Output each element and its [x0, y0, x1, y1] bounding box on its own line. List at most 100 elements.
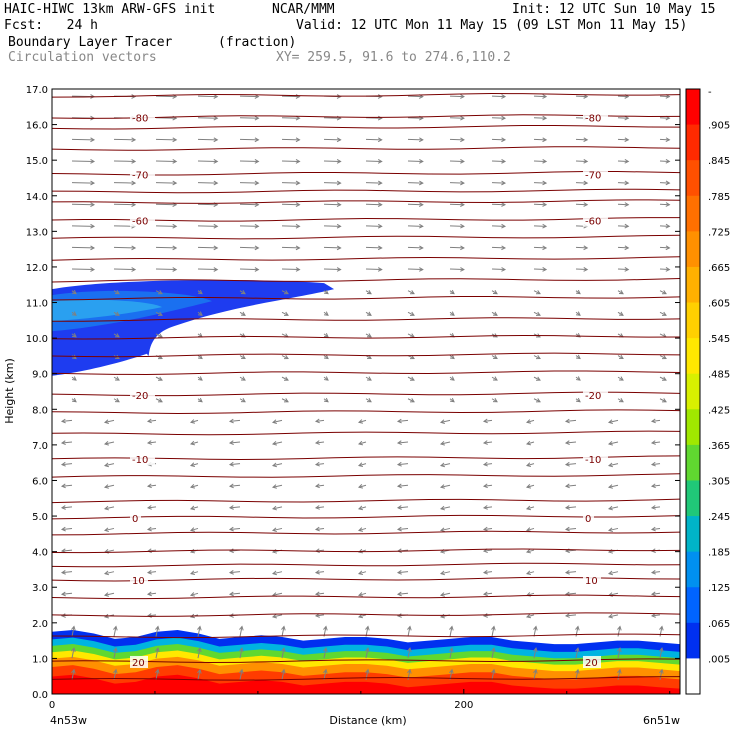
circulation-vector — [608, 484, 619, 488]
circulation-vector — [104, 571, 115, 575]
circulation-vector-head — [624, 137, 630, 143]
colorbar: - .905 .845 .785 .725 .665 .605 .545 .485 .425 .36… — [685, 87, 730, 695]
colorbar-swatch — [686, 480, 700, 517]
colorbar-label: .905 — [708, 121, 730, 132]
circulation-vector-head — [71, 311, 77, 316]
circulation-vector — [449, 626, 453, 637]
circulation-vector — [533, 626, 537, 637]
circulation-vector — [575, 182, 588, 184]
circulation-vector — [239, 225, 259, 227]
circulation-vector — [407, 117, 423, 119]
colorbar-swatch — [686, 160, 700, 197]
y-tick-label: 5.0 — [32, 512, 48, 523]
circulation-vector — [281, 376, 289, 381]
y-tick-label: 12.0 — [26, 263, 48, 274]
circulation-vector — [533, 669, 537, 680]
circulation-vector — [113, 626, 117, 637]
circulation-vector-head — [189, 484, 196, 489]
circulation-vector-head — [419, 245, 424, 251]
circulation-vector — [440, 506, 451, 510]
circulation-vector — [659, 182, 670, 184]
contour-label-bg — [583, 111, 608, 124]
circulation-vector-head — [396, 440, 402, 446]
circulation-vector-head — [90, 223, 96, 229]
circulation-vector — [365, 203, 382, 206]
contour-label: -60 — [585, 217, 601, 228]
circulation-vector-head — [491, 647, 496, 653]
xy-range: XY= 259.5, 91.6 to 274.6,110.2 — [276, 50, 511, 65]
circulation-vector — [491, 117, 506, 119]
circulation-vector-head — [460, 267, 465, 272]
circulation-vector-head — [492, 376, 498, 381]
circulation-vector-head — [314, 461, 320, 467]
field-name: Boundary Layer Tracer — [8, 35, 173, 50]
circulation-vector — [323, 669, 327, 680]
circulation-vector-head — [624, 223, 630, 229]
circulation-vector-head — [419, 267, 424, 272]
circulation-vector — [397, 419, 409, 422]
circulation-vector-head — [323, 333, 329, 338]
circulation-vector-head — [460, 180, 465, 186]
circulation-vector-head — [197, 625, 202, 631]
circulation-vector — [147, 484, 157, 487]
circulation-vector-head — [197, 289, 203, 295]
colorbar-label: .665 — [708, 263, 730, 274]
circulation-vector — [533, 355, 541, 359]
y-tick-label: 6.0 — [32, 476, 48, 487]
circulation-vector — [659, 669, 663, 680]
colorbar-label: .545 — [708, 334, 730, 345]
colorbar-swatch — [686, 622, 700, 659]
contour-line — [52, 498, 680, 504]
circulation-vector — [61, 592, 73, 595]
circulation-vector-head — [131, 137, 137, 143]
circulation-vector-head — [113, 625, 118, 631]
colorbar-label: .365 — [708, 441, 730, 452]
circulation-vector — [533, 311, 541, 316]
circulation-vector — [533, 398, 541, 403]
circulation-vector — [651, 571, 661, 574]
circulation-vector-head — [419, 202, 424, 207]
circulation-vector — [147, 592, 157, 595]
circulation-vector-head — [665, 245, 671, 251]
circulation-vector-head — [213, 159, 219, 164]
circulation-vector-head — [377, 180, 383, 186]
circulation-vector — [651, 463, 661, 466]
circulation-vector-head — [228, 440, 234, 446]
colorbar-label: .185 — [708, 548, 730, 559]
circulation-vector-head — [396, 483, 402, 489]
circulation-vector — [229, 506, 241, 509]
circulation-vector — [71, 246, 95, 249]
circulation-vector — [104, 506, 115, 510]
circulation-vector — [407, 182, 423, 184]
circulation-vector-head — [283, 376, 289, 381]
circulation-vector — [533, 225, 547, 227]
circulation-vector — [365, 225, 382, 227]
circulation-vector — [147, 549, 157, 552]
circulation-vector-head — [271, 484, 277, 489]
circulation-vector-head — [564, 570, 570, 575]
circulation-vector — [113, 182, 136, 184]
circulation-vector — [239, 117, 259, 119]
circulation-vector — [61, 463, 73, 466]
circulation-vector-head — [482, 505, 488, 510]
circulation-vector — [533, 203, 547, 206]
circulation-vector-head — [439, 462, 445, 468]
x-axis-title: Distance (km) — [329, 714, 406, 727]
contour-label-bg — [583, 574, 601, 587]
circulation-vector-head — [314, 418, 320, 424]
circulation-vector-head — [146, 505, 152, 510]
circulation-vector-head — [281, 625, 286, 631]
circulation-vector-head — [189, 613, 196, 619]
contour-label: 0 — [132, 514, 138, 525]
colorbar-label: .305 — [708, 476, 730, 487]
circulation-vector-head — [460, 94, 465, 99]
circulation-vector-head — [607, 419, 613, 424]
circulation-vector-head — [157, 376, 163, 381]
circulation-vector-head — [131, 245, 137, 251]
circulation-vector — [272, 419, 283, 423]
circulation-vector-head — [542, 223, 548, 229]
circulation-vector-head — [103, 419, 109, 424]
y-tick-label: 0.0 — [32, 690, 48, 701]
circulation-vector — [608, 506, 619, 510]
circulation-vector-head — [501, 158, 507, 164]
